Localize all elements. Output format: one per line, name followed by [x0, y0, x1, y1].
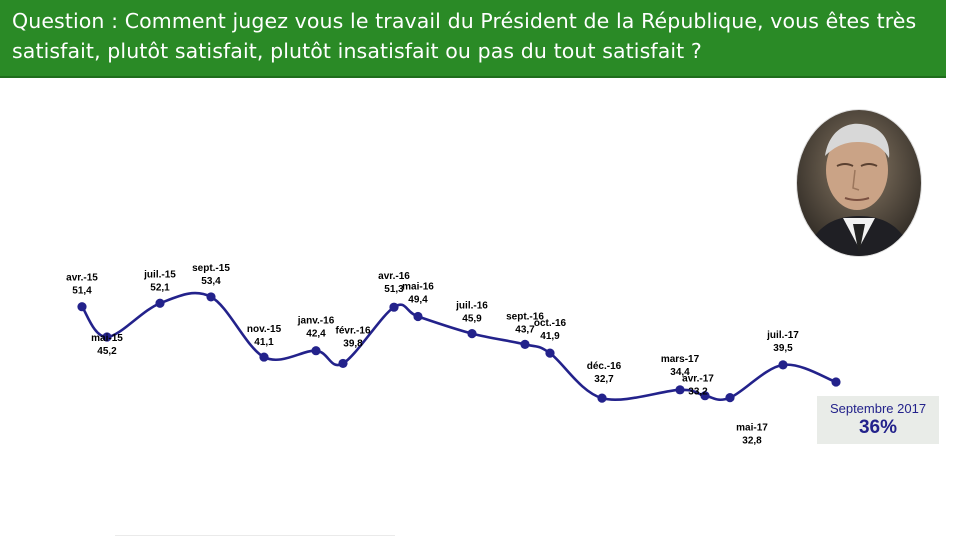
point-date-label: avr.-15 [66, 273, 98, 284]
point-value-label: 41,1 [254, 337, 274, 348]
point-date-label: sept.-16 [506, 311, 544, 322]
current-value-label: Septembre 2017 [829, 401, 927, 416]
data-point [389, 302, 399, 312]
point-date-label: avr.-16 [378, 271, 410, 282]
point-date-label: juil.-15 [143, 269, 176, 280]
data-point [778, 360, 788, 370]
data-point [675, 385, 685, 395]
point-value-label: 32,7 [594, 374, 614, 385]
point-value-label: 49,4 [408, 294, 428, 305]
point-value-label: 43,7 [515, 324, 535, 335]
data-point [338, 358, 348, 369]
point-date-label: juil.-16 [455, 301, 488, 312]
point-date-label: mai-17 [736, 423, 768, 434]
data-point [206, 292, 216, 302]
point-value-label: 53,4 [201, 276, 221, 287]
point-date-label: janv.-16 [297, 316, 335, 327]
data-point [311, 346, 321, 356]
chart-point-layer [77, 292, 841, 403]
question-banner: Question : Comment jugez vous le travail… [0, 0, 946, 78]
chart-label-layer: avr.-15 51,4 mai-15 45,2 juil.-15 52,1 sept.-1… [66, 263, 799, 447]
point-value-label: 51,3 [384, 284, 404, 295]
footer-divider [115, 535, 395, 536]
point-date-label: sept.-15 [192, 263, 230, 274]
data-point [102, 332, 112, 342]
point-date-label: juil.-17 [766, 330, 799, 341]
point-value-label: 45,9 [462, 314, 482, 325]
point-value-label: 39,8 [343, 338, 363, 349]
data-point [725, 393, 735, 403]
question-text: Question : Comment jugez vous le travail… [12, 9, 917, 63]
point-value-label: 34,4 [670, 367, 690, 378]
point-date-label: mars-17 [661, 354, 700, 365]
point-value-label: 32,8 [742, 436, 762, 447]
point-value-label: 45,2 [97, 346, 117, 357]
data-point [467, 328, 477, 339]
data-point [77, 302, 87, 312]
point-value-label: 52,1 [150, 282, 170, 293]
data-point [413, 311, 423, 322]
point-value-label: 33,2 [688, 387, 708, 398]
point-date-label: avr.-17 [682, 374, 714, 385]
current-value: 36% [858, 417, 898, 438]
data-point [597, 393, 607, 403]
point-date-label: févr.-16 [335, 325, 370, 336]
president-portrait [796, 109, 922, 257]
point-value-label: 39,5 [773, 343, 793, 354]
data-point [155, 298, 165, 308]
point-value-label: 41,9 [540, 331, 560, 342]
point-value-label: 51,4 [72, 286, 92, 297]
point-date-label: mai-16 [402, 281, 434, 292]
point-date-label: déc.-16 [587, 361, 622, 372]
current-value-box: Septembre 2017 36% [817, 396, 939, 444]
point-date-label: mai-15 [91, 333, 123, 344]
data-point [520, 339, 530, 349]
point-value-label: 42,4 [306, 329, 326, 340]
point-date-label: nov.-15 [247, 324, 282, 335]
data-point [831, 377, 841, 387]
data-point [545, 348, 555, 358]
data-point [259, 352, 269, 362]
point-date-label: oct.-16 [534, 318, 567, 329]
data-point [700, 391, 710, 401]
